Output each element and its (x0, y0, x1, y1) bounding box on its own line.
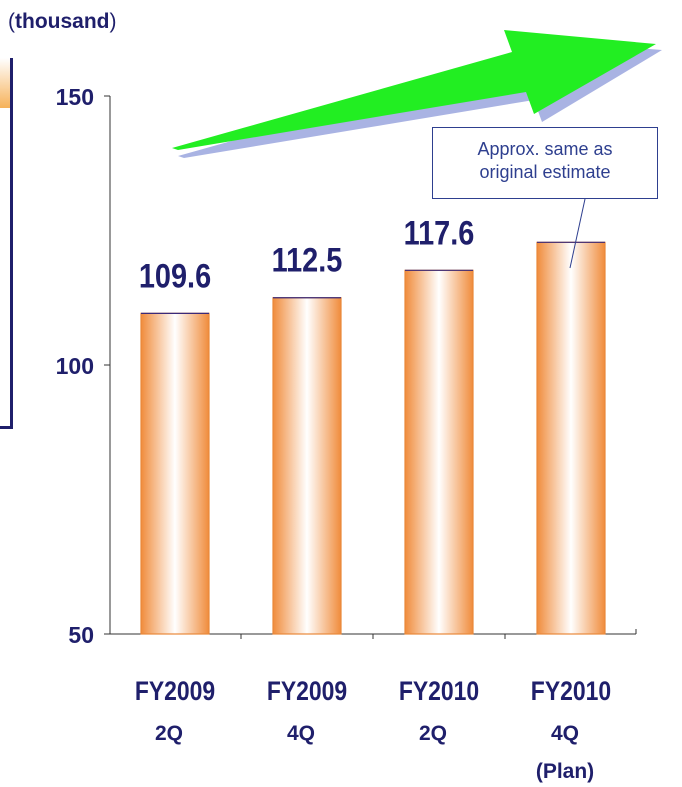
bar (272, 297, 342, 635)
annotation-line-2: original estimate (479, 162, 611, 182)
callout-line (569, 198, 586, 269)
unit-label: (thousand) (8, 10, 117, 33)
bar (140, 312, 210, 635)
x-tick-label: FY2010 (399, 676, 479, 706)
y-tick-label: 100 (56, 353, 94, 379)
callout-pointer (569, 198, 586, 269)
trend-arrow (172, 30, 662, 158)
x-tick-label: 4Q (551, 722, 579, 745)
left-panel-fill (0, 58, 10, 108)
annotation-callout: Approx. same as original estimate (432, 127, 658, 199)
x-tick-label: 4Q (287, 722, 315, 745)
x-tick-label: FY2009 (267, 676, 347, 706)
left-panel-fragment (0, 58, 13, 429)
x-tick-label: FY2010 (531, 676, 611, 706)
annotation-line-1: Approx. same as (477, 139, 613, 159)
x-tick-label: (Plan) (536, 760, 594, 783)
bars (140, 241, 606, 635)
axes: 50 100 150 (56, 84, 637, 648)
y-tick-label: 150 (56, 84, 94, 110)
arrow-body (172, 30, 656, 150)
x-tick-labels: FY2009 2Q FY2009 4Q FY2010 2Q FY2010 4Q (Plan) (135, 676, 611, 783)
bar (404, 269, 474, 635)
bar (536, 241, 606, 635)
data-label: 109.6 (139, 256, 211, 295)
data-labels: 109.6 112.5 117.6 (139, 213, 475, 295)
data-label: 117.6 (404, 213, 475, 252)
x-tick-label: 2Q (419, 722, 447, 745)
data-label: 112.5 (272, 241, 343, 280)
y-tick-label: 50 (68, 622, 94, 648)
x-tick-label: FY2009 (135, 676, 215, 706)
x-tick-label: 2Q (155, 722, 183, 745)
